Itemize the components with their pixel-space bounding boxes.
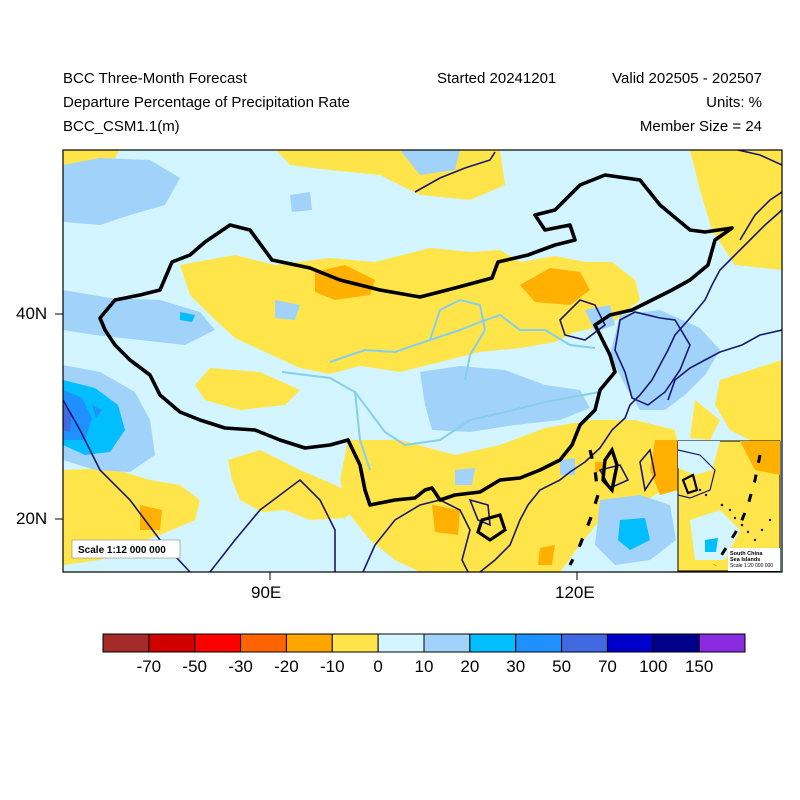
legend-swatch (240, 633, 287, 653)
legend-label: 10 (415, 657, 434, 676)
legend-label: 30 (506, 657, 525, 676)
shaded-field (63, 150, 782, 572)
legend-label: 150 (685, 657, 713, 676)
legend-label: 70 (598, 657, 617, 676)
field-negative-20 (140, 265, 678, 565)
scale-box (71, 539, 181, 559)
legend-label: -30 (228, 657, 253, 676)
legend-label: 50 (552, 657, 571, 676)
legend-swatch (331, 633, 379, 653)
legend-swatch (652, 633, 700, 653)
legend-swatch (423, 633, 471, 653)
member-size: Member Size = 24 (639, 118, 762, 135)
map-title: BCC Three-Month Forecast (63, 70, 247, 87)
map-subtitle: Departure Percentage of Precipitation Ra… (63, 94, 350, 111)
hainan-boundary (476, 513, 507, 542)
lon-label-120e: 120E (555, 583, 595, 602)
units-label: Units: % (706, 94, 762, 111)
rivers (281, 298, 601, 471)
national-boundary (98, 173, 734, 507)
legend-swatch (102, 633, 150, 653)
south-china-sea-inset: South China Sea Islands Scale 1:20 000 0… (677, 440, 781, 572)
scale-label: Scale 1:12 000 000 (78, 545, 166, 556)
frame-ticks (55, 313, 578, 580)
legend-swatch (148, 633, 196, 653)
legend-label: -70 (137, 657, 162, 676)
lat-label-20n: 20N (16, 509, 48, 528)
legend-label: -20 (274, 657, 299, 676)
coastlines (63, 150, 782, 572)
inset-scale: Scale 1:20 000 000 (730, 563, 773, 569)
legend-swatch (194, 633, 242, 653)
model-name: BCC_CSM1.1(m) (63, 118, 180, 135)
legend-label: -50 (182, 657, 207, 676)
legend-swatch (561, 633, 608, 653)
lon-label-90e: 90E (251, 583, 282, 602)
legend-swatch (515, 633, 563, 653)
inset-title-line2: Sea Islands (730, 557, 760, 563)
map-frame (62, 149, 783, 573)
legend-label: 100 (639, 657, 667, 676)
legend-label: 20 (460, 657, 479, 676)
taiwan-boundary (601, 446, 619, 494)
inset-title-line1: South China (730, 551, 763, 557)
legend-label: -10 (320, 657, 345, 676)
legend-swatch (698, 633, 746, 653)
valid-period: Valid 202505 - 202507 (612, 70, 762, 87)
legend-swatch (469, 633, 517, 653)
lat-label-40n: 40N (16, 304, 48, 323)
legend-swatch (377, 633, 425, 653)
legend-swatch (285, 633, 333, 653)
legend-label: 0 (373, 657, 382, 676)
legend-swatch (606, 633, 654, 653)
start-date: Started 20241201 (437, 70, 557, 87)
